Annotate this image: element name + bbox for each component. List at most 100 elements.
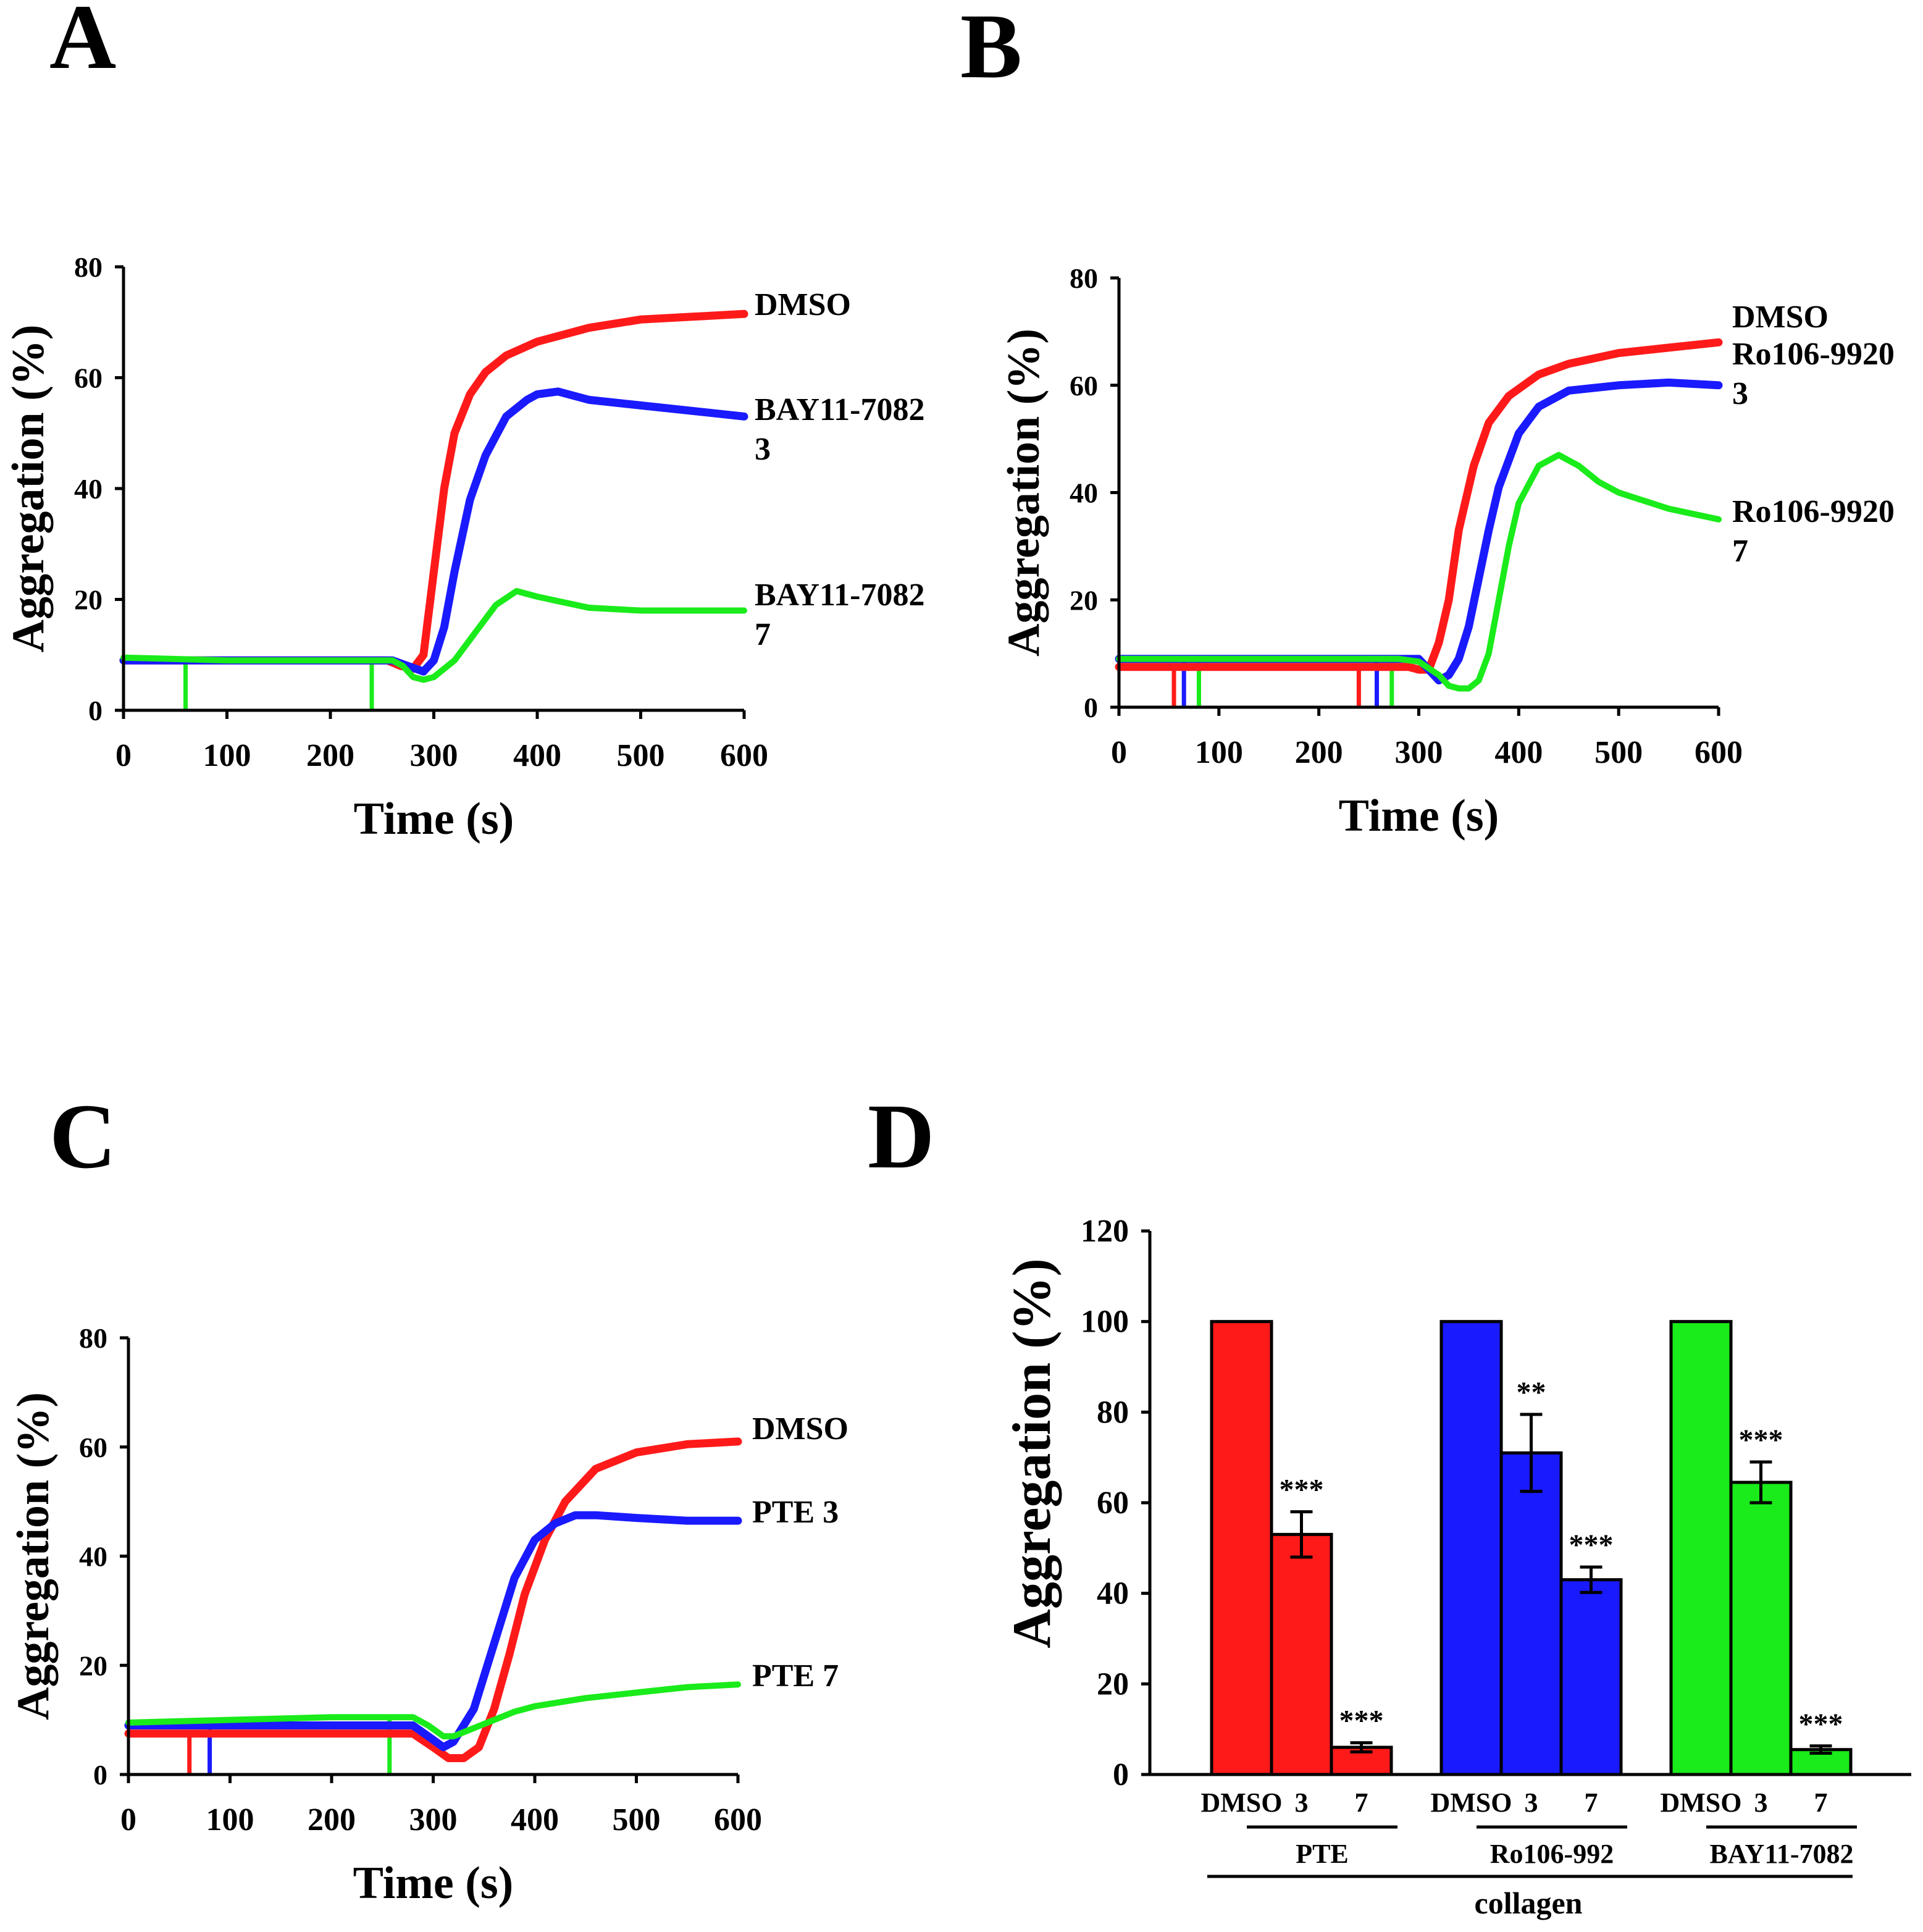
series-line-blue — [1115, 378, 1723, 685]
series-line-red — [1115, 338, 1723, 674]
y-tick-label: 0 — [93, 1759, 107, 1791]
category-label: 7 — [1355, 1787, 1368, 1818]
bar — [1559, 1578, 1623, 1776]
y-tick-label: 40 — [79, 1541, 107, 1573]
category-label: 7 — [1585, 1787, 1598, 1818]
x-tick-label: 100 — [206, 1802, 254, 1838]
panel-letter-c: C — [49, 1085, 116, 1188]
y-axis-title: Aggregation (%) — [3, 325, 54, 653]
significance-label: *** — [1739, 1424, 1783, 1456]
x-tick-label: 600 — [1695, 735, 1743, 770]
category-label: 3 — [1295, 1787, 1309, 1818]
series-label: Ro106-9920 — [1732, 337, 1895, 372]
group-label: BAY11-7082 — [1709, 1839, 1853, 1869]
y-tick-label: 60 — [1070, 370, 1098, 401]
bar — [1669, 1320, 1733, 1776]
y-tick-label: 40 — [74, 473, 103, 505]
x-tick-label: 200 — [306, 738, 354, 773]
x-tick-label: 0 — [120, 1802, 136, 1838]
series-label: 7 — [1732, 534, 1748, 569]
y-tick-label: 80 — [74, 251, 103, 283]
group-label: PTE — [1296, 1839, 1349, 1869]
y-tick-label: 20 — [1097, 1666, 1129, 1702]
series-line-blue — [124, 1511, 742, 1752]
y-tick-label: 20 — [74, 584, 103, 616]
category-label: DMSO — [1201, 1787, 1283, 1818]
panel-letter-a: A — [49, 0, 116, 88]
y-tick-label: 40 — [1070, 477, 1098, 509]
overall-label: collagen — [1475, 1886, 1583, 1920]
x-tick-label: 0 — [1111, 735, 1127, 770]
series-label: 3 — [1732, 376, 1748, 411]
bar — [1499, 1451, 1563, 1776]
x-tick-label: 600 — [714, 1802, 762, 1838]
y-tick-label: 40 — [1097, 1576, 1129, 1611]
category-label: 3 — [1754, 1787, 1768, 1818]
series-label: BAY11-7082 — [755, 578, 924, 613]
y-tick-label: 0 — [1113, 1757, 1129, 1792]
x-axis-title: Time (s) — [1339, 791, 1499, 841]
significance-label: *** — [1339, 1705, 1384, 1737]
x-tick-label: 400 — [511, 1802, 559, 1838]
category-label: 7 — [1814, 1787, 1828, 1818]
y-tick-label: 60 — [79, 1432, 107, 1463]
series-label: PTE 3 — [752, 1495, 839, 1530]
y-tick-label: 120 — [1081, 1214, 1129, 1249]
x-tick-label: 400 — [513, 738, 561, 773]
y-axis-title: Aggregation (%) — [8, 1392, 59, 1720]
series-line-green — [120, 588, 747, 683]
series-line-blue — [119, 387, 748, 676]
y-tick-label: 60 — [1097, 1485, 1129, 1521]
series-label: DMSO — [755, 287, 851, 322]
bar — [1210, 1320, 1273, 1776]
series-line-green — [125, 1681, 741, 1740]
x-tick-label: 100 — [203, 738, 251, 773]
x-tick-label: 200 — [308, 1802, 356, 1838]
x-tick-label: 200 — [1295, 735, 1343, 770]
y-tick-label: 80 — [79, 1322, 107, 1354]
bar — [1729, 1480, 1793, 1776]
panel-letter-b: B — [960, 0, 1022, 98]
group-label: Ro106-992 — [1490, 1839, 1614, 1869]
series-label: BAY11-7082 — [755, 392, 924, 427]
series-label: 3 — [755, 432, 771, 467]
y-tick-label: 80 — [1070, 262, 1098, 294]
x-axis-title: Time (s) — [353, 1858, 514, 1909]
series-label: PTE 7 — [752, 1658, 839, 1694]
x-tick-label: 500 — [1594, 735, 1643, 770]
x-tick-label: 500 — [613, 1802, 661, 1838]
x-tick-label: 300 — [410, 738, 458, 773]
x-tick-label: 400 — [1494, 735, 1543, 770]
y-tick-label: 60 — [74, 363, 103, 394]
y-tick-label: 20 — [79, 1650, 107, 1681]
x-tick-label: 0 — [115, 738, 132, 773]
y-axis-title: Aggregation (%) — [1002, 1258, 1062, 1648]
significance-label: ** — [1517, 1376, 1546, 1409]
bar — [1439, 1320, 1503, 1776]
y-tick-label: 80 — [1097, 1395, 1129, 1430]
x-tick-label: 300 — [409, 1802, 458, 1838]
series-line-green — [1116, 452, 1722, 692]
x-tick-label: 300 — [1395, 735, 1443, 770]
chart-panel-d: D DMSO *** 3 *** 7 DMSO ** 3 *** 7 DMSO *** 3 *** 7 0 20 4… — [868, 1085, 1911, 1920]
series-label: DMSO — [752, 1411, 848, 1447]
y-axis-title: Aggregation (%) — [999, 329, 1049, 657]
series-label: 7 — [755, 617, 771, 652]
category-label: DMSO — [1661, 1787, 1742, 1818]
category-label: 3 — [1525, 1787, 1538, 1818]
series-line-red — [119, 309, 748, 673]
significance-label: *** — [1799, 1708, 1843, 1741]
bar — [1270, 1532, 1333, 1776]
chart-panel-c: C DMSO PTE 3 PTE 7 0 100 200 300 400 500 600 0 20 40 6… — [8, 1085, 848, 1909]
x-axis-title: Time (s) — [354, 794, 514, 844]
y-tick-label: 0 — [1084, 692, 1098, 723]
category-label: DMSO — [1431, 1787, 1512, 1818]
y-tick-label: 0 — [88, 695, 103, 726]
series-label: DMSO — [1732, 300, 1829, 335]
x-tick-label: 100 — [1195, 735, 1243, 770]
series-label: Ro106-9920 — [1732, 494, 1895, 529]
series-line-red — [124, 1437, 742, 1762]
